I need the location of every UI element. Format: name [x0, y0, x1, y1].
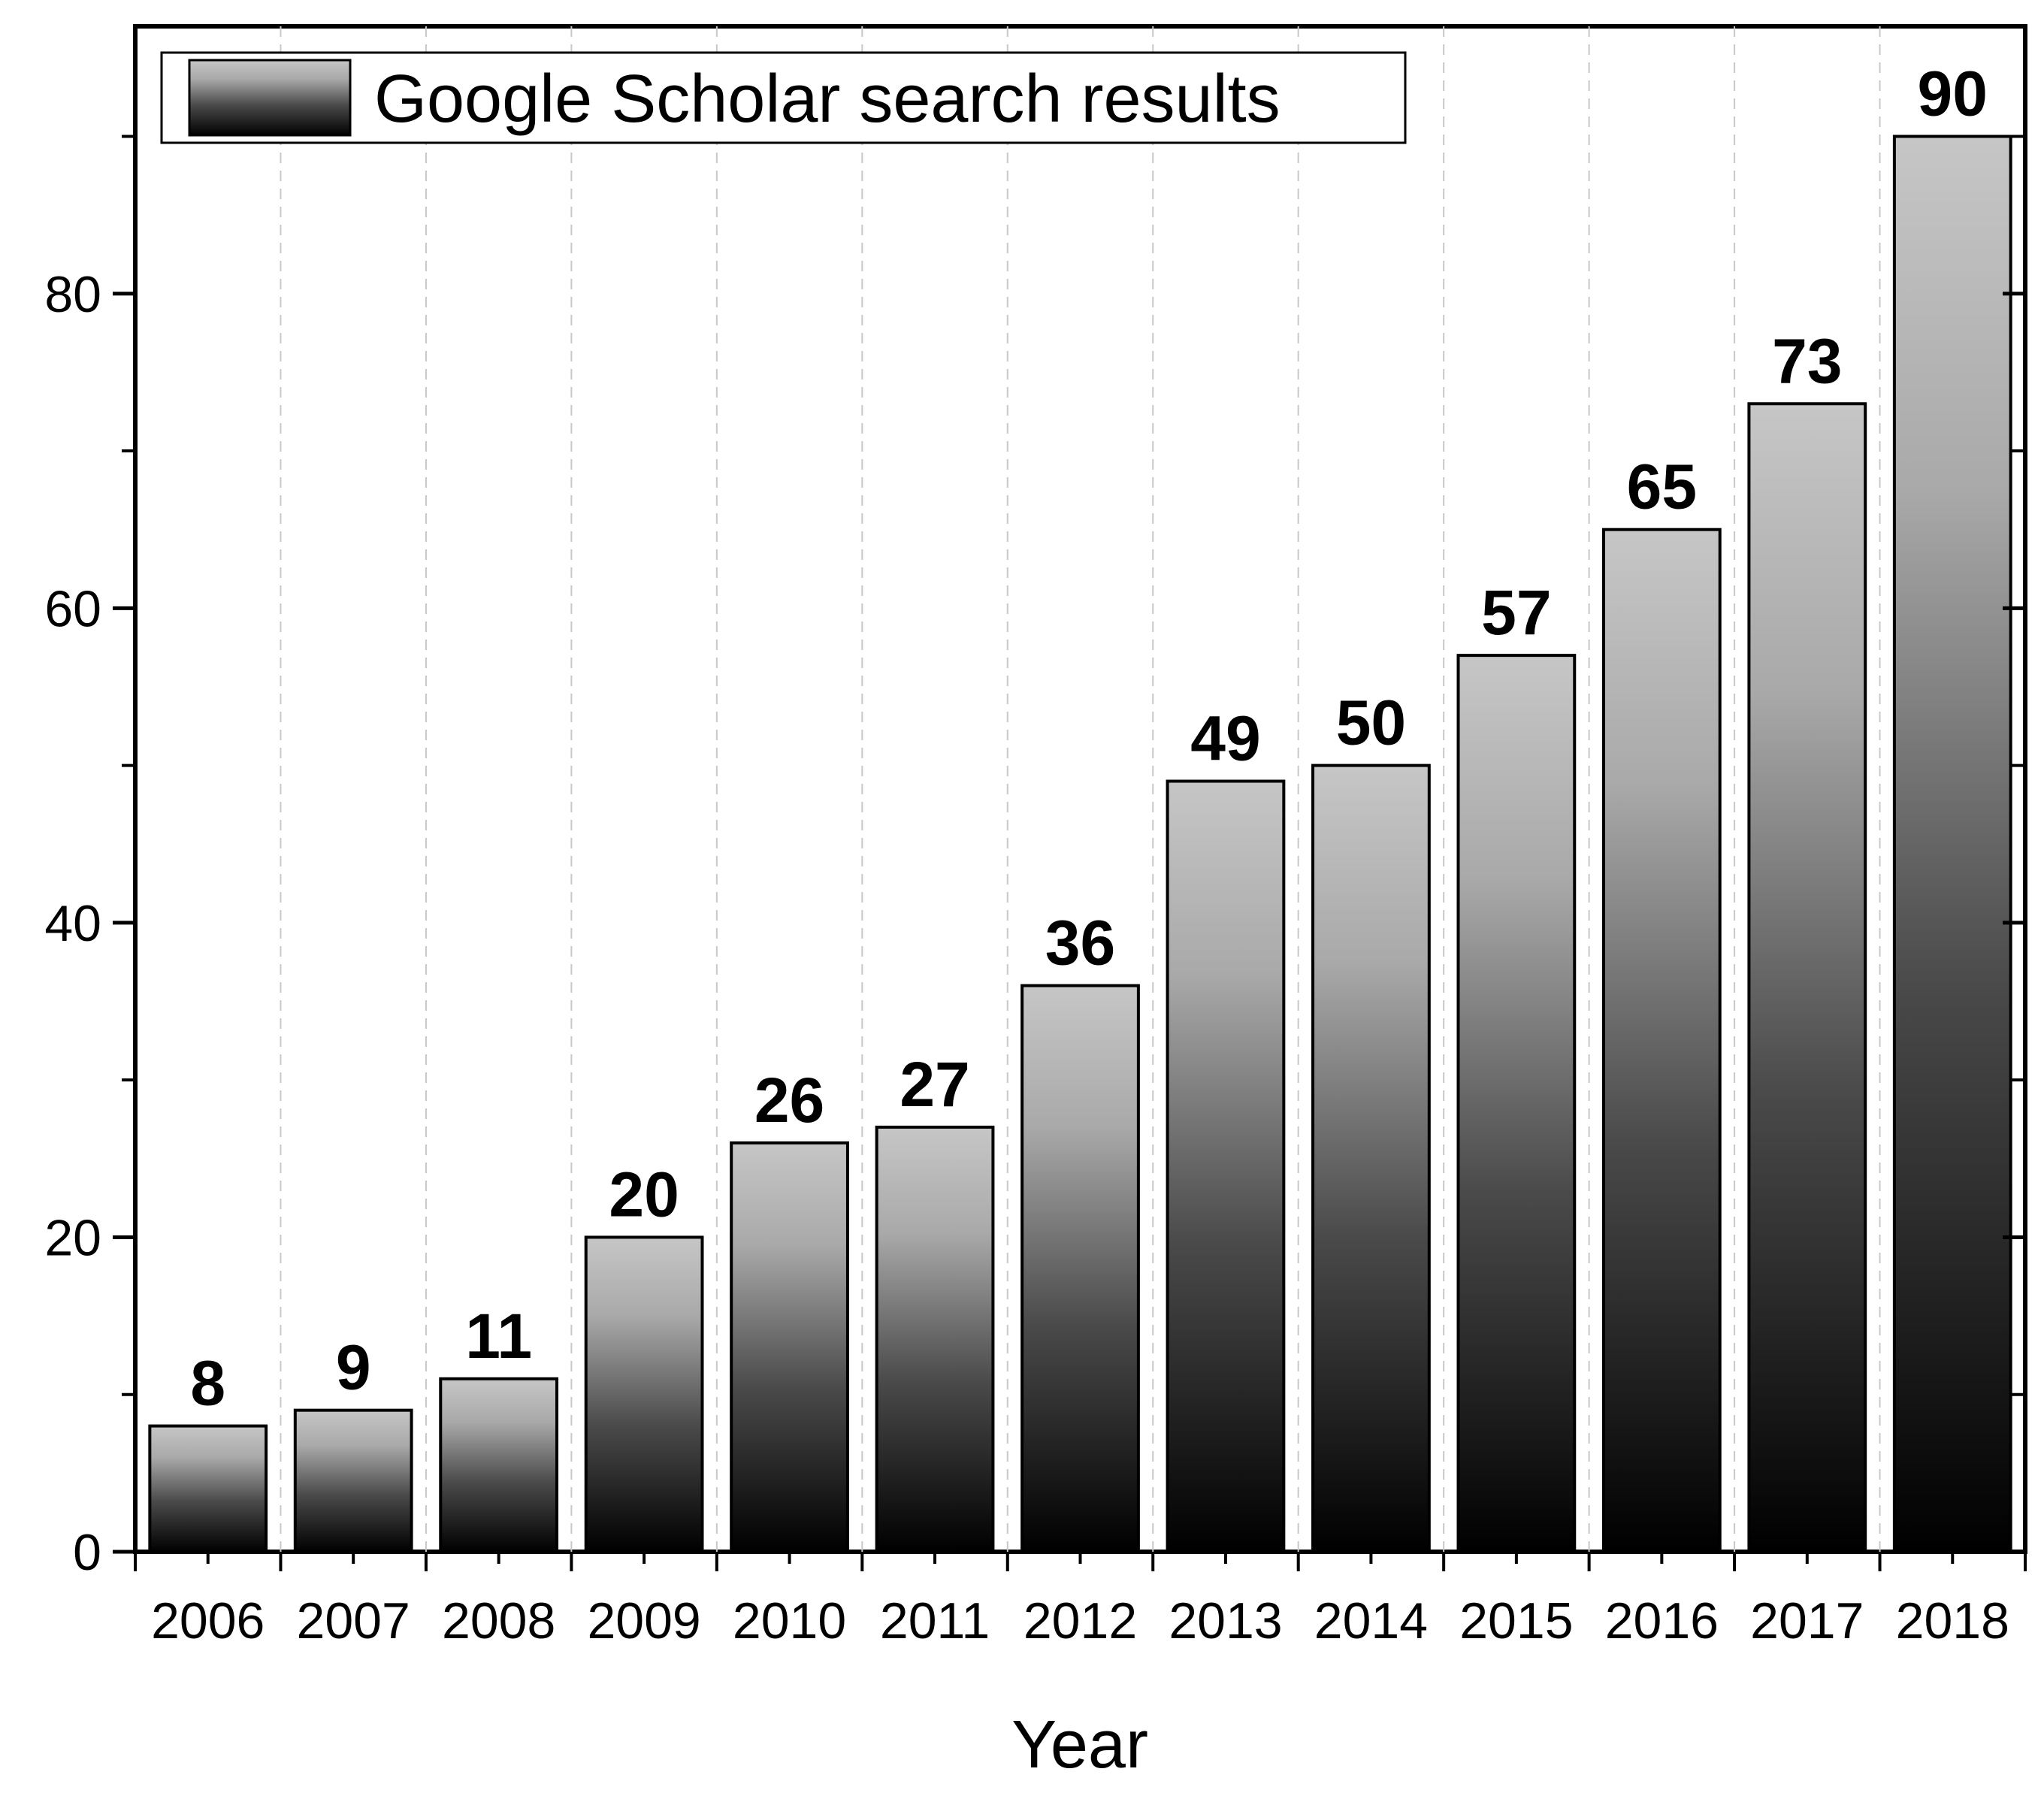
y-tick-label: 0	[73, 1524, 101, 1581]
bar-2016	[1601, 528, 1722, 1554]
x-tick-label-2013: 2013	[1169, 1592, 1282, 1649]
y-tick-label: 40	[44, 895, 101, 952]
x-tick-label-2014: 2014	[1314, 1592, 1428, 1649]
x-tick-label-2012: 2012	[1024, 1592, 1137, 1649]
bar-2013	[1166, 779, 1286, 1553]
value-label-2014: 50	[1336, 688, 1406, 758]
bar-2011	[875, 1125, 995, 1554]
x-axis-title: Year	[1011, 1707, 1148, 1782]
bar-2006	[148, 1424, 268, 1553]
value-label-2013: 49	[1190, 703, 1260, 774]
value-labels: 8 9 11 20 26 27 36 49 50 57 65 73 90	[190, 58, 1988, 1418]
bar-2007	[293, 1408, 413, 1554]
x-tick-label-2018: 2018	[1896, 1592, 2009, 1649]
legend: Google Scholar search results	[160, 51, 1407, 144]
value-label-2006: 8	[190, 1348, 225, 1419]
y-axis: 0 20 40 60 80	[44, 135, 2025, 1581]
x-tick-label-2009: 2009	[587, 1592, 700, 1649]
x-tick-label-2016: 2016	[1605, 1592, 1719, 1649]
value-label-2007: 9	[336, 1332, 371, 1403]
bar-2009	[584, 1235, 704, 1554]
legend-label: Google Scholar search results	[374, 62, 1281, 137]
grid-lines	[280, 26, 1881, 1552]
x-tick-label-2006: 2006	[151, 1592, 265, 1649]
bar-2014	[1311, 763, 1431, 1553]
y-tick-label: 80	[44, 266, 101, 323]
x-tick-label-2017: 2017	[1750, 1592, 1864, 1649]
x-tick-label-2008: 2008	[442, 1592, 555, 1649]
bar-2017	[1747, 402, 1867, 1553]
x-tick-label-2015: 2015	[1459, 1592, 1573, 1649]
bar-2008	[439, 1377, 559, 1554]
legend-swatch	[188, 59, 352, 137]
bar-2010	[730, 1141, 849, 1554]
value-label-2012: 36	[1045, 908, 1115, 978]
legend-box	[160, 51, 1407, 144]
value-label-2017: 73	[1772, 325, 1842, 396]
value-label-2016: 65	[1627, 452, 1697, 522]
x-tick-label-2007: 2007	[297, 1592, 410, 1649]
y-tick-label: 20	[44, 1209, 101, 1266]
y-tick-label: 60	[44, 580, 101, 637]
bars	[148, 135, 2012, 1554]
bar-2015	[1456, 654, 1577, 1553]
value-label-2009: 20	[609, 1159, 679, 1229]
x-tick-label-2010: 2010	[733, 1592, 846, 1649]
bar-2018	[1892, 135, 2012, 1553]
value-label-2011: 27	[900, 1049, 969, 1120]
x-axis: 2006 2007 2008 2009 2010 2011 2012 2013 2014 2015…	[134, 1552, 2027, 1649]
bar-2012	[1020, 984, 1140, 1553]
value-label-2008: 11	[465, 1301, 532, 1371]
value-label-2010: 26	[754, 1065, 824, 1135]
value-label-2018: 90	[1918, 58, 1988, 129]
value-label-2015: 57	[1481, 577, 1551, 648]
x-tick-label-2011: 2011	[880, 1592, 990, 1649]
